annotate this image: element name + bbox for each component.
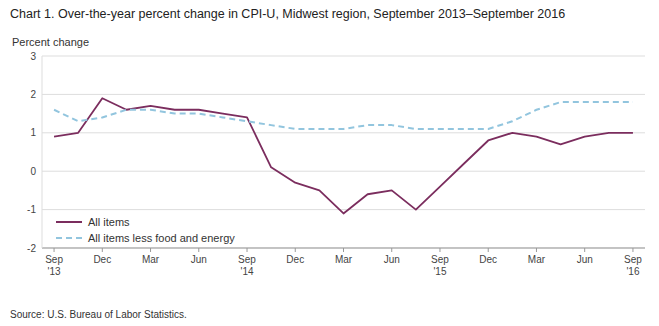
x-tick-label-line: Dec [479,254,497,265]
x-tick [632,248,633,252]
series-line [54,98,633,213]
x-tick-label-line: '14 [240,266,253,277]
x-tick [584,248,585,252]
grid-line [42,94,645,95]
plot-area [54,98,633,213]
x-tick-label-line: Sep [238,254,256,265]
x-tick [391,248,392,252]
x-tick [343,248,344,252]
x-tick-label-line: '16 [626,266,639,277]
x-tick-label: Mar [335,254,353,265]
x-tick [150,248,151,252]
legend-swatch [56,221,82,223]
x-tick [439,248,440,252]
x-tick-label: Sep'13 [45,254,63,277]
x-tick [198,248,199,252]
x-tick-label: Jun [191,254,207,265]
x-tick-label-line: Dec [93,254,111,265]
x-tick-label-line: Dec [286,254,304,265]
x-tick-label-line: Sep [624,254,642,265]
x-tick-label-line: '15 [433,266,446,277]
x-tick [488,248,489,252]
x-tick [247,248,248,252]
grid-line [42,56,645,57]
x-tick-label-line: Mar [142,254,160,265]
legend-label: All items [88,216,130,228]
x-tick-label-line: '13 [48,266,61,277]
x-tick-label-line: Jun [577,254,593,265]
y-tick-label: 2 [30,89,36,100]
x-tick-label: Sep'15 [431,254,449,277]
x-tick [54,248,55,252]
grid-line [42,132,645,133]
y-tick-label: 3 [30,51,36,62]
y-label: Percent change [12,36,89,48]
y-tick-label: -2 [27,243,36,254]
x-tick-label-line: Sep [431,254,449,265]
grid-line [42,171,645,172]
x-tick-label: Jun [384,254,400,265]
y-axis [42,56,43,248]
grid-line [42,209,645,210]
legend: All items All items less food and energy [56,216,235,244]
x-tick-label-line: Jun [384,254,400,265]
grid [42,56,645,248]
x-tick-label: Dec [479,254,497,265]
legend-label: All items less food and energy [88,232,235,244]
source: Source: U.S. Bureau of Labor Statistics. [10,309,187,320]
y-tick-label: 1 [30,127,36,138]
x-tick-label-line: Jun [191,254,207,265]
y-tick-label: -1 [27,204,36,215]
x-tick-label: Jun [577,254,593,265]
x-tick [102,248,103,252]
x-tick-label: Sep'16 [624,254,642,277]
series-line [54,102,633,129]
x-tick-label: Mar [528,254,546,265]
x-tick-label-line: Sep [45,254,63,265]
chart: Chart 1. Over-the-year percent change in… [0,0,659,326]
x-tick [295,248,296,252]
x-tick-label: Dec [93,254,111,265]
x-tick-label-line: Mar [528,254,546,265]
x-tick-label-line: Mar [335,254,353,265]
x-tick-label: Mar [142,254,160,265]
x-tick-label: Dec [286,254,304,265]
title: Chart 1. Over-the-year percent change in… [10,7,565,21]
legend-swatch [56,237,82,239]
y-tick-label: 0 [30,166,36,177]
x-tick [536,248,537,252]
x-tick-label: Sep'14 [238,254,256,277]
